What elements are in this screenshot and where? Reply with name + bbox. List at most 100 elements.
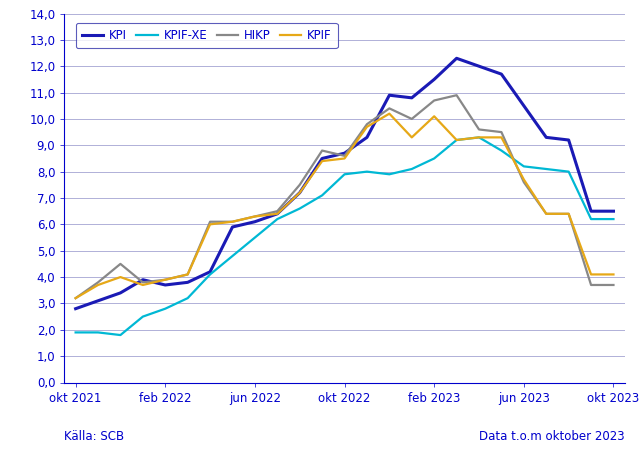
KPIF-XE (318, 193, 326, 198)
KPIF (251, 214, 259, 219)
KPIF-XE (587, 216, 595, 222)
KPI (430, 76, 438, 82)
HIKP (139, 279, 147, 285)
KPIF (117, 274, 124, 280)
HIKP (341, 153, 348, 158)
KPIF-XE (610, 216, 618, 222)
KPIF (453, 137, 460, 143)
Line: KPIF-XE: KPIF-XE (75, 137, 614, 335)
HIKP (117, 261, 124, 266)
HIKP (71, 296, 79, 301)
KPIF-XE (565, 169, 573, 174)
KPIF (341, 156, 348, 161)
KPIF-XE (475, 135, 483, 140)
KPIF-XE (296, 206, 303, 211)
KPIF (206, 222, 214, 227)
KPIF (71, 296, 79, 301)
KPI (162, 282, 169, 288)
HIKP (363, 122, 371, 127)
KPIF-XE (430, 156, 438, 161)
KPI (251, 219, 259, 225)
KPI (94, 298, 102, 303)
KPIF (296, 190, 303, 195)
KPIF (139, 282, 147, 288)
HIKP (587, 282, 595, 288)
KPIF-XE (520, 164, 527, 169)
KPIF-XE (453, 137, 460, 143)
KPIF (542, 211, 550, 216)
Line: KPI: KPI (75, 58, 614, 309)
KPI (274, 211, 281, 216)
HIKP (408, 116, 415, 122)
KPIF-XE (498, 148, 506, 153)
KPIF (274, 211, 281, 216)
HIKP (565, 211, 573, 216)
KPI (363, 135, 371, 140)
HIKP (430, 98, 438, 103)
KPIF (94, 282, 102, 288)
KPI (408, 95, 415, 100)
KPIF (408, 135, 415, 140)
KPIF-XE (71, 330, 79, 335)
KPIF-XE (206, 272, 214, 277)
KPIF (565, 211, 573, 216)
KPI (341, 150, 348, 156)
HIKP (162, 277, 169, 283)
KPI (520, 103, 527, 108)
Text: Källa: SCB: Källa: SCB (64, 431, 124, 443)
KPI (610, 208, 618, 214)
KPIF-XE (363, 169, 371, 174)
KPIF (498, 135, 506, 140)
KPIF-XE (542, 166, 550, 172)
KPI (386, 93, 393, 98)
KPIF (520, 177, 527, 182)
KPI (117, 290, 124, 296)
HIKP (251, 214, 259, 219)
KPI (71, 306, 79, 311)
KPI (453, 56, 460, 61)
KPI (206, 269, 214, 274)
KPI (139, 277, 147, 283)
KPIF-XE (229, 253, 236, 259)
KPIF-XE (274, 216, 281, 222)
HIKP (296, 182, 303, 188)
KPIF-XE (386, 171, 393, 177)
KPIF (430, 113, 438, 119)
KPIF (386, 111, 393, 117)
Text: Data t.o.m oktober 2023: Data t.o.m oktober 2023 (479, 431, 625, 443)
HIKP (184, 272, 191, 277)
KPIF (587, 272, 595, 277)
HIKP (386, 106, 393, 111)
KPIF-XE (94, 330, 102, 335)
HIKP (229, 219, 236, 225)
KPI (318, 156, 326, 161)
KPI (565, 137, 573, 143)
KPIF (162, 277, 169, 283)
KPIF (318, 158, 326, 164)
HIKP (498, 130, 506, 135)
HIKP (475, 127, 483, 132)
KPI (587, 208, 595, 214)
Line: HIKP: HIKP (75, 95, 614, 298)
KPI (475, 63, 483, 69)
KPIF-XE (184, 296, 191, 301)
KPIF (475, 135, 483, 140)
KPIF (610, 272, 618, 277)
HIKP (520, 180, 527, 185)
KPI (542, 135, 550, 140)
KPI (184, 279, 191, 285)
KPIF-XE (408, 166, 415, 172)
KPIF (363, 124, 371, 130)
HIKP (542, 211, 550, 216)
KPIF-XE (251, 235, 259, 240)
KPIF (184, 272, 191, 277)
KPIF (229, 219, 236, 225)
KPIF-XE (117, 333, 124, 338)
HIKP (453, 93, 460, 98)
Line: KPIF: KPIF (75, 114, 614, 298)
HIKP (94, 279, 102, 285)
KPI (498, 72, 506, 77)
KPI (229, 224, 236, 230)
Legend: KPI, KPIF-XE, HIKP, KPIF: KPI, KPIF-XE, HIKP, KPIF (76, 23, 338, 48)
HIKP (610, 282, 618, 288)
